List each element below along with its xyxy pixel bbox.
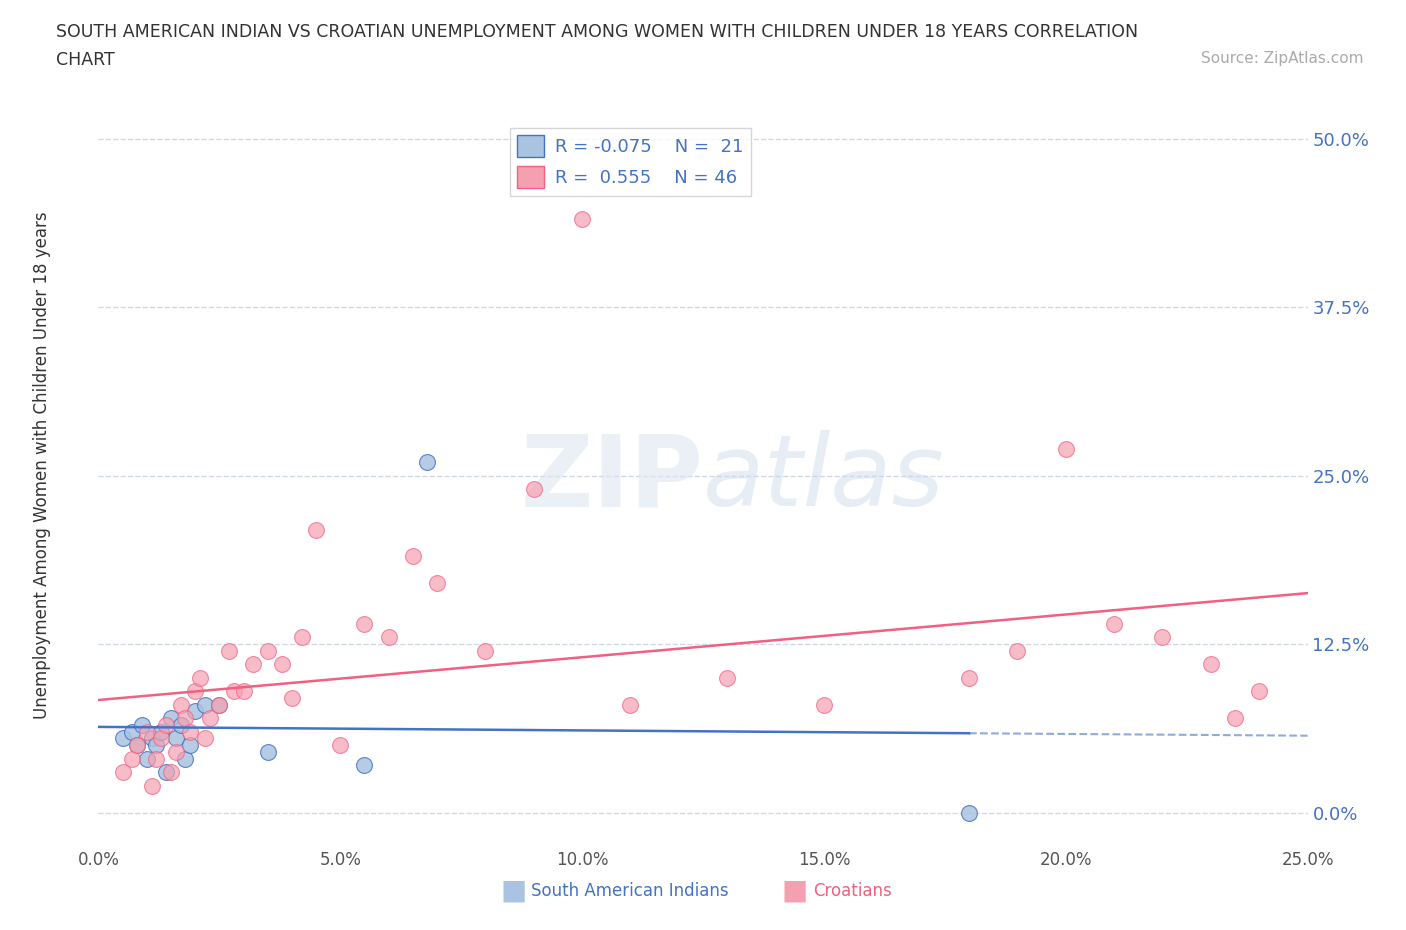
Text: ■: ■ <box>501 877 526 905</box>
Point <box>256 644 278 658</box>
Point <box>135 724 157 739</box>
Point <box>111 764 134 779</box>
Point <box>174 711 197 725</box>
Text: ■: ■ <box>782 877 807 905</box>
Point <box>218 644 240 658</box>
Point <box>1007 644 1029 658</box>
Text: South American Indians: South American Indians <box>531 882 730 900</box>
Point <box>184 704 207 719</box>
Point <box>135 751 157 766</box>
Point <box>957 671 980 685</box>
Point <box>232 684 254 698</box>
Point <box>141 731 163 746</box>
Point <box>169 698 191 712</box>
Point <box>208 698 231 712</box>
Point <box>402 549 425 564</box>
Point <box>305 522 328 537</box>
Point <box>619 698 641 712</box>
Text: SOUTH AMERICAN INDIAN VS CROATIAN UNEMPLOYMENT AMONG WOMEN WITH CHILDREN UNDER 1: SOUTH AMERICAN INDIAN VS CROATIAN UNEMPL… <box>56 23 1139 41</box>
Point <box>184 684 207 698</box>
Point <box>165 731 187 746</box>
Point <box>179 737 201 752</box>
Point <box>169 718 191 733</box>
Point <box>222 684 245 698</box>
Point <box>523 482 546 497</box>
Point <box>179 724 201 739</box>
Text: CHART: CHART <box>56 51 115 69</box>
Text: atlas: atlas <box>703 431 945 527</box>
Point <box>174 751 197 766</box>
Point <box>353 758 375 773</box>
Point <box>150 731 173 746</box>
Point <box>141 778 163 793</box>
Text: Unemployment Among Women with Children Under 18 years: Unemployment Among Women with Children U… <box>34 211 51 719</box>
Point <box>957 805 980 820</box>
Point <box>329 737 352 752</box>
Point <box>127 737 149 752</box>
Point <box>121 751 143 766</box>
Point <box>208 698 231 712</box>
Point <box>127 737 149 752</box>
Point <box>242 657 264 671</box>
Point <box>271 657 294 671</box>
Point <box>377 630 399 644</box>
Point <box>194 731 217 746</box>
Text: Source: ZipAtlas.com: Source: ZipAtlas.com <box>1201 51 1364 66</box>
Point <box>1152 630 1174 644</box>
Point <box>155 718 177 733</box>
Point <box>716 671 738 685</box>
Point <box>131 718 153 733</box>
Point <box>1249 684 1271 698</box>
Point <box>256 745 278 760</box>
Point <box>155 764 177 779</box>
Point <box>165 745 187 760</box>
Point <box>160 764 183 779</box>
Point <box>145 737 167 752</box>
Point <box>813 698 835 712</box>
Point <box>1199 657 1222 671</box>
Text: ZIP: ZIP <box>520 431 703 527</box>
Point <box>290 630 312 644</box>
Point <box>416 455 439 470</box>
Legend: R = -0.075    N =  21, R =  0.555    N = 46: R = -0.075 N = 21, R = 0.555 N = 46 <box>510 128 751 195</box>
Point <box>1102 617 1125 631</box>
Point <box>571 212 593 227</box>
Point <box>145 751 167 766</box>
Point <box>198 711 221 725</box>
Point <box>281 691 304 706</box>
Point <box>194 698 217 712</box>
Point <box>1223 711 1246 725</box>
Point <box>353 617 375 631</box>
Point <box>426 576 449 591</box>
Point <box>111 731 134 746</box>
Point <box>188 671 211 685</box>
Point <box>121 724 143 739</box>
Point <box>160 711 183 725</box>
Point <box>150 724 173 739</box>
Text: Croatians: Croatians <box>813 882 891 900</box>
Point <box>474 644 496 658</box>
Point <box>1054 441 1077 456</box>
